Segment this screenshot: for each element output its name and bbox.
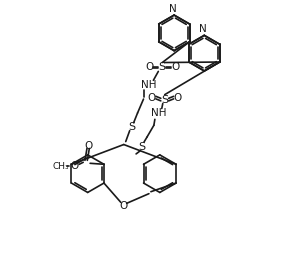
Text: S: S <box>139 142 146 152</box>
Text: N: N <box>169 4 177 14</box>
Text: O: O <box>70 161 78 171</box>
Text: NH: NH <box>151 108 166 118</box>
Text: S: S <box>161 95 168 105</box>
Text: S: S <box>159 62 166 73</box>
Text: NH: NH <box>141 80 156 90</box>
Text: N: N <box>199 24 207 34</box>
Text: O: O <box>145 62 154 73</box>
Text: O: O <box>171 62 179 73</box>
Text: O: O <box>173 92 182 103</box>
Text: O: O <box>84 140 92 150</box>
Text: O: O <box>120 201 128 211</box>
Text: CH₃: CH₃ <box>52 162 69 171</box>
Text: S: S <box>128 122 135 132</box>
Text: O: O <box>148 92 156 103</box>
